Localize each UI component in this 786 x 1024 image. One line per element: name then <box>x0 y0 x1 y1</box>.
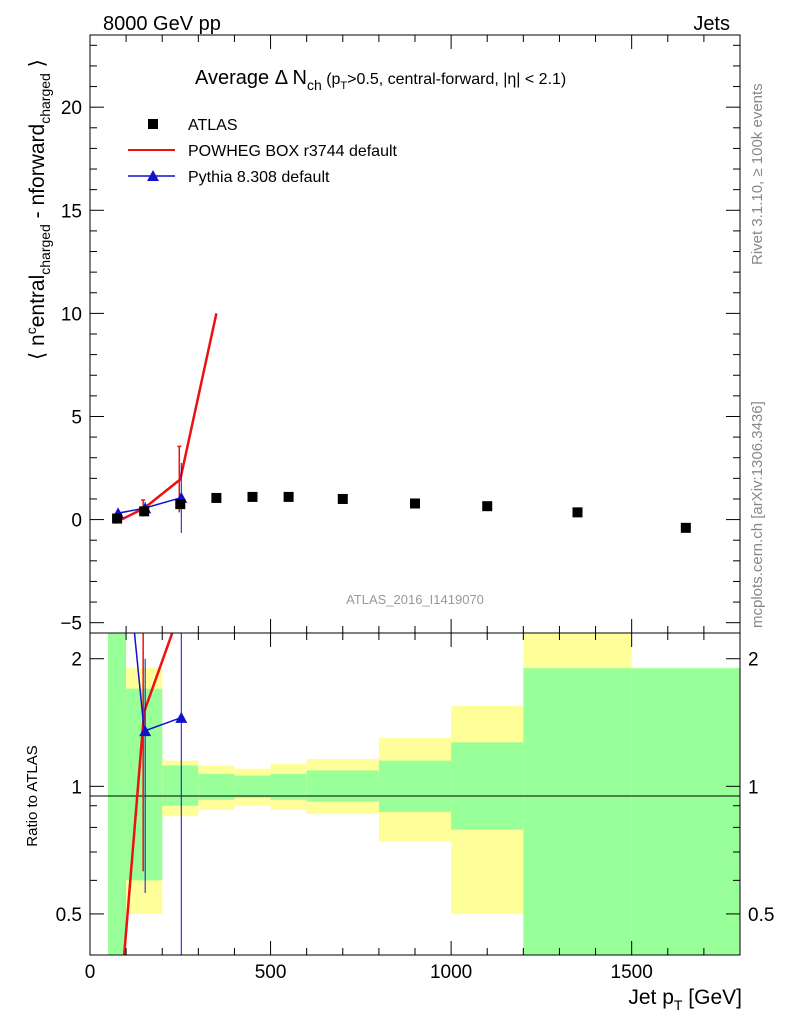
title-cond-rest: >0.5, central-forward, |η| < 2.1) <box>347 71 566 88</box>
ratio-series-clipped <box>112 450 188 955</box>
legend-label-atlas: ATLAS <box>188 117 238 134</box>
stat-band <box>523 668 632 955</box>
atlas-point <box>283 491 294 502</box>
stat-band <box>378 760 452 812</box>
x-tick-label: 500 <box>255 962 287 983</box>
stat-band <box>270 773 307 800</box>
y-tick-label: 0 <box>71 511 82 532</box>
powheg-line <box>116 313 218 523</box>
atlas-point <box>410 498 420 509</box>
atlas-point <box>211 492 222 503</box>
atlas-point <box>572 507 583 518</box>
x-axis-label: Jet pT [GeV] <box>628 986 742 1013</box>
ratio-y-tick-label-right: 2 <box>748 650 759 671</box>
y-tick-label: 5 <box>71 407 82 428</box>
rivet-label: Rivet 3.1.10, ≥ 100k events <box>749 83 766 265</box>
stat-band <box>451 742 524 830</box>
pythia-ratio-point <box>139 725 152 737</box>
pythia-ratio-point <box>112 450 124 461</box>
ratio-y-tick-label: 1 <box>71 777 82 798</box>
stat-band <box>234 775 271 798</box>
legend-marker-pythia <box>147 170 159 181</box>
x-tick-label: 1500 <box>611 962 653 983</box>
ratio-y-tick-label-right: 1 <box>748 777 759 798</box>
y-tick-label: −5 <box>60 614 82 635</box>
y-tick-label: 20 <box>61 98 82 119</box>
ratio-y-axis: 0.5 0.5 1 1 2 2 <box>56 650 774 956</box>
stat-band <box>631 668 740 955</box>
main-panel: −5 0 5 10 15 20 Average Δ Nch (pT>0.5, centra… <box>23 34 741 635</box>
ratio-x-axis: 0 500 1000 1500 <box>85 633 741 983</box>
atlas-point <box>482 501 493 512</box>
main-y-axis: −5 0 5 10 15 20 <box>60 44 740 635</box>
process-label: Jets <box>693 13 730 35</box>
ratio-y-tick-label-right: 0.5 <box>748 905 774 926</box>
plot-title: Average Δ Nch (pT>0.5, central-forward, … <box>195 67 566 93</box>
mcplots-label: mcplots.cern.ch [arXiv:1306.3436] <box>749 401 766 628</box>
atlas-point <box>175 499 186 510</box>
legend: ATLAS POWHEG BOX r3744 default Pythia 8.… <box>128 117 398 186</box>
title-sub: ch <box>307 77 322 93</box>
main-y-axis-label: ⟨ ncentralcharged - nforwardcharged ⟩ <box>23 59 53 360</box>
x-tick-label: 1000 <box>430 962 472 983</box>
stat-band <box>198 773 235 800</box>
y-tick-label: 10 <box>61 304 82 325</box>
energy-label: 8000 GeV pp <box>103 13 221 35</box>
pythia-ratio-point <box>175 711 188 723</box>
main-x-ticks <box>89 35 741 633</box>
title-main: Average Δ N <box>195 67 307 89</box>
analysis-watermark: ATLAS_2016_I1419070 <box>346 592 484 607</box>
powheg-ratio-line <box>122 633 174 955</box>
ratio-bands <box>108 633 740 955</box>
legend-marker-atlas <box>148 119 158 129</box>
atlas-point <box>139 506 150 517</box>
ratio-y-axis-label: Ratio to ATLAS <box>24 745 41 846</box>
title-cond-sub: T <box>340 80 347 92</box>
stat-band <box>108 633 127 955</box>
ratio-y-tick-label: 2 <box>71 650 82 671</box>
ratio-y-tick-label: 0.5 <box>56 905 82 926</box>
atlas-point <box>112 513 123 524</box>
y-tick-label: 15 <box>61 201 82 222</box>
legend-label-pythia: Pythia 8.308 default <box>188 169 330 186</box>
stat-band <box>306 770 379 802</box>
legend-label-powheg: POWHEG BOX r3744 default <box>188 143 398 160</box>
main-series <box>112 313 691 533</box>
title-cond: (p <box>322 71 341 88</box>
stat-band <box>162 765 199 806</box>
ratio-series <box>112 450 188 955</box>
atlas-point <box>337 493 348 504</box>
x-tick-label: 0 <box>85 962 96 983</box>
atlas-point <box>680 522 691 533</box>
ratio-panel: 0.5 0.5 1 1 2 2 0 500 1000 1500 Ratio to ATLAS J… <box>24 450 774 1013</box>
atlas-point <box>247 491 258 502</box>
